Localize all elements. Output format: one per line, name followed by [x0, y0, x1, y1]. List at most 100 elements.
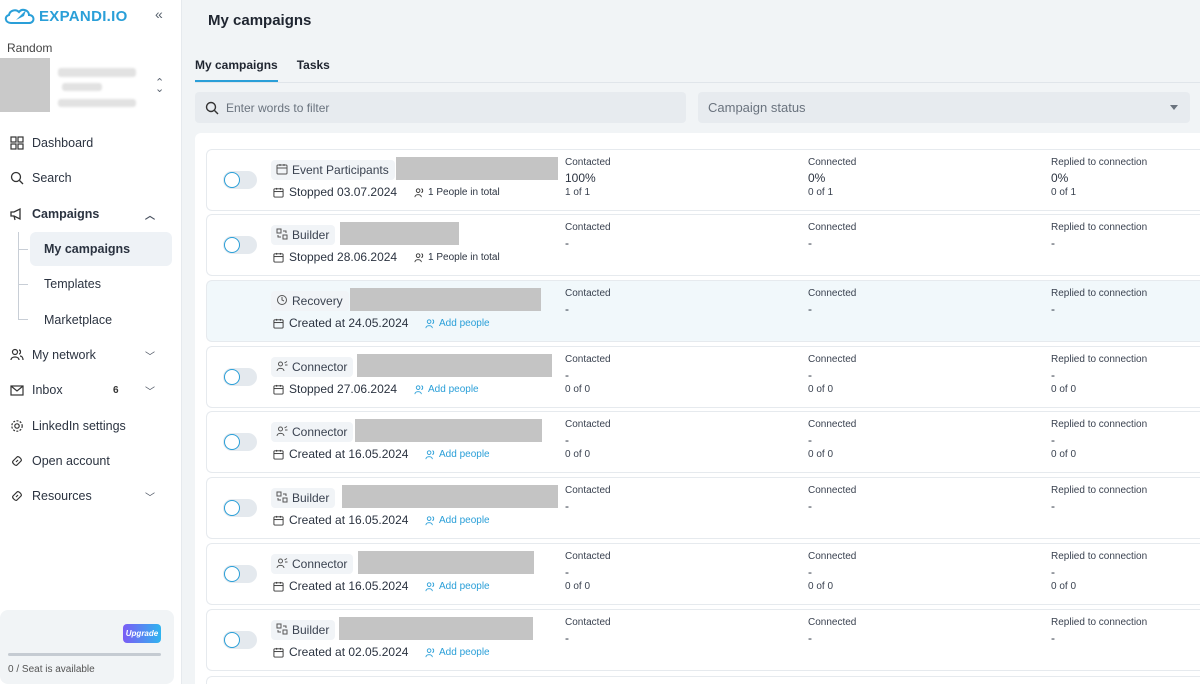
nav-inbox[interactable]: Inbox 6 ﹀: [0, 373, 182, 407]
account-detail-redacted: [62, 83, 102, 91]
stat-replied: Replied to connection -: [1051, 485, 1200, 515]
campaign-type: Builder: [292, 623, 330, 637]
add-people-link[interactable]: Add people: [425, 515, 490, 526]
campaign-row[interactable]: Connector Created at 16.05.2024 Add people…: [206, 543, 1200, 605]
add-people-link[interactable]: Add people: [425, 449, 490, 460]
people-count: 1 People in total: [414, 252, 500, 263]
add-people-link[interactable]: Add people: [425, 318, 490, 329]
campaign-name-redacted[interactable]: [350, 288, 541, 311]
nav-my-campaigns[interactable]: My campaigns: [30, 232, 172, 266]
nav-label: Search: [32, 171, 72, 185]
account-switcher[interactable]: ⌃ ⌄: [0, 58, 182, 112]
nav-campaigns[interactable]: Campaigns ︿: [0, 197, 182, 231]
stat-value: -: [808, 631, 812, 645]
campaign-row[interactable]: Builder Stopped 28.06.2024 1 People in tot…: [206, 214, 1200, 276]
stat-label: Replied to connection: [1051, 419, 1148, 430]
calendar-icon: [273, 515, 284, 526]
stat-label: Contacted: [565, 222, 611, 233]
stat-label: Replied to connection: [1051, 288, 1148, 299]
stat-replied: Replied to connection -: [1051, 617, 1200, 647]
filter-input[interactable]: [226, 100, 666, 115]
campaign-row[interactable]: Recovery Created at 24.05.2024 Add people C…: [206, 280, 1200, 342]
filter-search[interactable]: [195, 92, 686, 123]
campaign-toggle[interactable]: [223, 499, 257, 517]
campaign-row[interactable]: Builder Created at 16.05.2024 Add people Co…: [206, 477, 1200, 539]
users-icon: [414, 385, 424, 395]
campaign-name-redacted[interactable]: [358, 551, 534, 574]
stat-value: -: [565, 302, 569, 316]
campaign-type-chip: Connector: [271, 357, 354, 377]
people-text: Add people: [439, 515, 490, 526]
stat-connected: Connected - 0 of 0: [808, 551, 1038, 592]
nav-label: Campaigns: [32, 207, 100, 221]
calendar-icon: [273, 252, 284, 263]
campaign-toggle[interactable]: [223, 433, 257, 451]
nav-linkedin-settings[interactable]: LinkedIn settings: [0, 409, 182, 443]
nav-dashboard[interactable]: Dashboard: [0, 126, 182, 160]
chevron-down-icon: ﹀: [145, 386, 155, 398]
users-icon: [425, 450, 435, 460]
stat-connected: Connected -: [808, 617, 1038, 647]
upgrade-button[interactable]: Upgrade: [123, 624, 161, 643]
nav-resources[interactable]: Resources ﹀: [0, 479, 182, 513]
nav-open-account[interactable]: Open account: [0, 444, 182, 478]
campaign-name-redacted[interactable]: [342, 485, 558, 508]
add-people-link[interactable]: Add people: [425, 647, 490, 658]
campaign-name-redacted[interactable]: [355, 419, 542, 442]
stat-sub: 1 of 1: [565, 187, 591, 198]
collapse-sidebar-icon[interactable]: «: [155, 6, 163, 22]
calendar-icon: [276, 163, 292, 178]
nav-my-network[interactable]: My network ﹀: [0, 338, 182, 372]
link-icon: [9, 453, 25, 469]
campaign-row[interactable]: Event Participants Stopped 03.07.2024 1 Pe…: [206, 149, 1200, 211]
cloud-rocket-icon: [4, 8, 35, 24]
campaign-toggle[interactable]: [223, 171, 257, 189]
nav-label: LinkedIn settings: [32, 419, 126, 433]
stat-sub: 0 of 0: [565, 581, 591, 592]
campaign-toggle[interactable]: [223, 565, 257, 583]
stat-value: 0%: [808, 171, 826, 185]
workspace-name: Random: [7, 41, 53, 55]
chevron-down-icon: ﹀: [145, 492, 155, 504]
nav-templates[interactable]: Templates: [44, 277, 101, 291]
stat-connected: Connected -: [808, 288, 1038, 318]
campaign-row[interactable]: Connector Stopped 27.06.2024 Add people Con…: [206, 346, 1200, 408]
recovery-icon: [276, 294, 292, 309]
stat-value: -: [1051, 302, 1055, 316]
stat-label: Connected: [808, 222, 857, 233]
stat-label: Contacted: [565, 354, 611, 365]
stat-replied: Replied to connection - 0 of 0: [1051, 354, 1200, 395]
chevron-updown-icon: ⌃ ⌄: [155, 77, 165, 95]
campaign-status-select[interactable]: Campaign status: [698, 92, 1190, 123]
stat-label: Replied to connection: [1051, 354, 1148, 365]
campaign-row[interactable]: Builder Created at 02.05.2024 Add people Co…: [206, 609, 1200, 671]
campaign-toggle[interactable]: [223, 368, 257, 386]
campaign-name-redacted[interactable]: [340, 222, 459, 245]
campaign-name-redacted[interactable]: [357, 354, 552, 377]
campaign-row[interactable]: Connector Created at 16.05.2024 Add people…: [206, 411, 1200, 473]
stat-label: Connected: [808, 485, 857, 496]
campaign-toggle[interactable]: [223, 236, 257, 254]
stat-contacted: Contacted -: [565, 288, 795, 318]
stat-value: -: [565, 433, 569, 447]
stat-label: Connected: [808, 157, 857, 168]
tab-tasks[interactable]: Tasks: [296, 58, 330, 72]
mail-icon: [9, 382, 25, 398]
logo[interactable]: EXPANDI.IO: [2, 4, 128, 28]
campaign-type: Connector: [292, 360, 348, 374]
stat-contacted: Contacted - 0 of 0: [565, 419, 795, 460]
users-icon: [425, 582, 435, 592]
stat-value: -: [808, 499, 812, 513]
campaign-type: Connector: [292, 557, 348, 571]
campaign-toggle[interactable]: [223, 631, 257, 649]
stat-label: Connected: [808, 617, 857, 628]
campaign-name-redacted[interactable]: [396, 157, 558, 180]
tab-my-campaigns[interactable]: My campaigns: [195, 58, 278, 82]
stat-replied: Replied to connection 0% 0 of 1: [1051, 157, 1200, 198]
nav-marketplace[interactable]: Marketplace: [44, 313, 113, 327]
add-people-link[interactable]: Add people: [425, 581, 490, 592]
stat-label: Connected: [808, 288, 857, 299]
campaign-name-redacted[interactable]: [339, 617, 533, 640]
nav-search[interactable]: Search: [0, 161, 182, 195]
add-people-link[interactable]: Add people: [414, 384, 479, 395]
